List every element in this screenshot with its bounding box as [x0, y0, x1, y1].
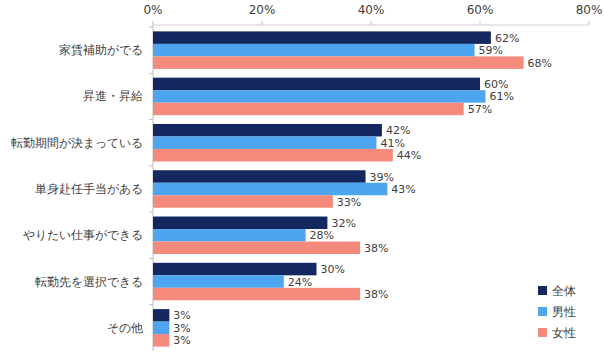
data-label: 24% — [288, 276, 312, 289]
legend-label: 男性 — [552, 305, 576, 319]
bar — [153, 334, 169, 347]
data-label: 39% — [370, 171, 394, 184]
data-label: 38% — [364, 288, 388, 301]
bar — [153, 78, 480, 91]
tick-label: 20% — [249, 3, 276, 17]
bar — [153, 56, 524, 68]
bar — [153, 263, 317, 276]
bar — [153, 242, 360, 255]
data-label: 28% — [310, 229, 334, 242]
data-label: 61% — [489, 90, 513, 103]
x-axis — [153, 25, 589, 26]
bar — [153, 103, 464, 116]
tick-label: 40% — [358, 3, 385, 17]
cat-tick — [149, 258, 153, 259]
cat-tick — [149, 212, 153, 213]
bar — [153, 275, 284, 288]
cat-tick — [149, 27, 153, 28]
tick-label: 60% — [467, 3, 494, 17]
legend-swatch — [538, 307, 547, 316]
bar — [153, 170, 366, 183]
data-label: 38% — [364, 242, 388, 255]
bar — [153, 288, 360, 301]
data-label: 43% — [391, 183, 415, 196]
data-label: 3% — [173, 334, 190, 347]
bar — [153, 44, 475, 57]
bar — [153, 309, 169, 322]
bars — [153, 31, 524, 346]
bar — [153, 183, 387, 196]
data-label: 59% — [479, 44, 503, 57]
data-label: 44% — [397, 149, 421, 162]
data-label: 68% — [528, 57, 552, 70]
data-label: 30% — [321, 263, 345, 276]
category-label: やりたい仕事ができる — [23, 228, 143, 242]
tick — [153, 21, 154, 25]
tick — [589, 21, 590, 25]
bar — [153, 124, 382, 137]
category-label: 転勤先を選択できる — [35, 275, 143, 289]
data-label: 57% — [468, 103, 492, 116]
data-label: 62% — [495, 32, 519, 45]
category-label: その他 — [107, 321, 143, 335]
cat-tick — [149, 73, 153, 74]
legend: 全体男性女性 — [538, 284, 576, 340]
bar — [153, 136, 376, 149]
legend-label: 女性 — [552, 326, 576, 340]
cat-tick — [149, 165, 153, 166]
bar — [153, 31, 491, 44]
tick — [371, 21, 372, 25]
tick-label: 0% — [143, 3, 162, 17]
bar — [153, 195, 333, 208]
bar — [153, 149, 393, 162]
cat-tick — [149, 304, 153, 305]
chart: 0%20%40%60%80%家賃補助がでる62%59%68%昇進・昇給60%61… — [0, 0, 604, 358]
cat-tick — [149, 119, 153, 120]
category-label: 家賃補助がでる — [59, 43, 143, 57]
bar — [153, 322, 169, 335]
bar — [153, 217, 327, 230]
legend-label: 全体 — [552, 284, 576, 298]
category-label: 転勤期間が決まっている — [11, 136, 143, 150]
tick-label: 80% — [576, 3, 603, 17]
bar — [153, 229, 306, 242]
data-label: 42% — [386, 124, 410, 137]
legend-swatch — [538, 286, 547, 295]
tick — [262, 21, 263, 25]
labels: 家賃補助がでる 62%59% 68% 昇進・昇給 60%61%57% 転勤期間が決まってい… — [11, 32, 552, 348]
bar — [153, 90, 485, 103]
data-label: 32% — [331, 217, 355, 230]
data-label: 41% — [380, 137, 404, 150]
data-label: 3% — [173, 322, 190, 335]
data-label: 60% — [484, 78, 508, 91]
category-label: 昇進・昇給 — [83, 89, 143, 103]
category-label: 単身赴任手当がある — [35, 182, 143, 196]
legend-swatch — [538, 328, 547, 337]
data-label: 33% — [337, 196, 361, 209]
tick — [480, 21, 481, 25]
data-label: 3% — [173, 309, 190, 322]
